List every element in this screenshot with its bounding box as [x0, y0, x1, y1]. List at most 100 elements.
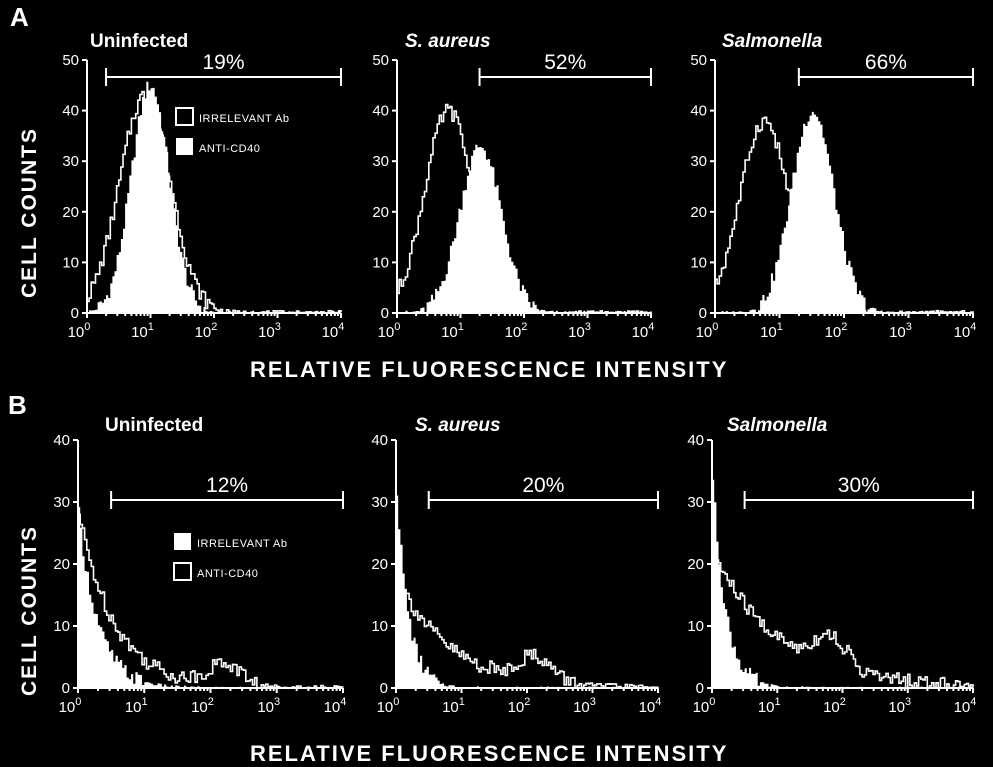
legend-a-irrelevant-label: IRRELEVANT Ab [199, 113, 289, 125]
x-tick-label: 104 [322, 321, 345, 341]
x-tick-label: 104 [324, 696, 347, 716]
x-tick-label: 103 [573, 696, 596, 716]
x-tick-label: 101 [758, 696, 781, 716]
y-tick-label: 20 [371, 556, 388, 573]
x-axis-label-a: RELATIVE FLUORESCENCE INTENSITY [250, 357, 728, 382]
plot-title: Salmonella [727, 415, 828, 436]
legend-a-anti-label: ANTI-CD40 [199, 143, 260, 155]
x-tick-label: 103 [568, 321, 591, 341]
x-tick-label: 103 [889, 321, 912, 341]
x-tick-label: 100 [59, 696, 82, 716]
y-tick-label: 10 [62, 254, 79, 271]
y-tick-label: 40 [53, 432, 70, 449]
legend-a-filled-swatch [176, 138, 193, 155]
y-tick-label: 30 [53, 494, 70, 511]
open-histogram-anti-cd40 [396, 575, 658, 688]
y-tick-label: 20 [62, 204, 79, 221]
histogram-b-salmonella: Salmonella 0 10 20 30 40 100 101 102 103 104 30% [687, 415, 976, 716]
y-tick-label: 50 [372, 52, 389, 69]
y-tick-label: 30 [62, 153, 79, 170]
gate-percent-label: 12% [206, 474, 248, 497]
y-tick-label: 10 [687, 618, 704, 635]
y-tick-label: 10 [690, 254, 707, 271]
x-tick-label: 102 [508, 696, 531, 716]
plot-title: Uninfected [105, 415, 203, 436]
x-tick-label: 101 [125, 696, 148, 716]
y-tick-label: 50 [62, 52, 79, 69]
y-tick-label: 30 [687, 494, 704, 511]
x-tick-label: 102 [191, 696, 214, 716]
plot-title: Uninfected [90, 31, 188, 52]
legend-a: IRRELEVANT Ab ANTI-CD40 [176, 108, 289, 155]
x-tick-label: 100 [377, 696, 400, 716]
y-tick-label: 40 [690, 103, 707, 120]
y-tick-label: 20 [372, 204, 389, 221]
x-tick-label: 103 [257, 696, 280, 716]
x-tick-label: 102 [825, 321, 848, 341]
y-tick-label: 50 [690, 52, 707, 69]
x-tick-label: 101 [131, 321, 154, 341]
filled-histogram-irrelevant-ab [78, 507, 343, 688]
x-tick-label: 100 [378, 321, 401, 341]
y-tick-label: 40 [687, 432, 704, 449]
legend-b-filled-swatch [174, 533, 191, 550]
open-histogram-anti-cd40 [712, 544, 973, 688]
y-tick-label: 30 [690, 153, 707, 170]
y-tick-label: 30 [372, 153, 389, 170]
filled-histogram-irrelevant-ab [396, 496, 658, 689]
y-tick-label: 0 [380, 680, 388, 697]
histogram-b-uninfected: Uninfected 0 10 20 30 40 100 101 102 103 104 12% [53, 415, 346, 716]
x-tick-label: 102 [195, 321, 218, 341]
y-tick-label: 40 [372, 103, 389, 120]
gate-percent-label: 52% [544, 51, 586, 74]
x-tick-label: 101 [441, 321, 464, 341]
y-tick-label: 10 [371, 618, 388, 635]
gate-percent-label: 19% [203, 51, 245, 74]
histogram-a-s-aureus: S. aureus 0 10 20 30 40 50 100 101 102 103 104 52% [372, 31, 654, 341]
y-tick-label: 20 [690, 204, 707, 221]
x-tick-label: 104 [954, 696, 977, 716]
legend-b-irrelevant-label: IRRELEVANT Ab [197, 538, 287, 550]
x-tick-label: 100 [68, 321, 91, 341]
gate-percent-label: 20% [522, 474, 564, 497]
histogram-a-salmonella: Salmonella 0 10 20 30 40 50 100 101 102 103 104 66% [690, 31, 976, 341]
x-tick-label: 102 [505, 321, 528, 341]
y-axis-label-b: CELL COUNTS [18, 525, 41, 696]
legend-b-open-swatch [174, 563, 191, 580]
plot-title: S. aureus [405, 31, 491, 52]
histogram-b-s-aureus: S. aureus 0 10 20 30 40 100 101 102 103 104 20% [371, 415, 661, 716]
plot-title: Salmonella [722, 31, 823, 52]
x-tick-label: 102 [823, 696, 846, 716]
legend-b: IRRELEVANT Ab ANTI-CD40 [174, 533, 287, 580]
y-tick-label: 10 [372, 254, 389, 271]
panel-b-label: B [8, 390, 27, 420]
gate-percent-label: 66% [865, 51, 907, 74]
x-tick-label: 100 [693, 696, 716, 716]
x-tick-label: 101 [442, 696, 465, 716]
y-tick-label: 0 [62, 680, 70, 697]
y-tick-label: 30 [371, 494, 388, 511]
gate-percent-label: 30% [838, 474, 880, 497]
y-tick-label: 40 [62, 103, 79, 120]
legend-a-open-swatch [176, 108, 193, 125]
plot-title: S. aureus [415, 415, 501, 436]
x-tick-label: 104 [639, 696, 662, 716]
y-tick-label: 40 [371, 432, 388, 449]
y-tick-label: 20 [53, 556, 70, 573]
x-tick-label: 101 [760, 321, 783, 341]
panel-a-label: A [10, 2, 29, 32]
y-tick-label: 0 [381, 305, 389, 322]
y-tick-label: 10 [53, 618, 70, 635]
x-tick-label: 104 [632, 321, 655, 341]
x-tick-label: 104 [954, 321, 977, 341]
y-axis-label-a: CELL COUNTS [18, 127, 41, 298]
y-tick-label: 0 [71, 305, 79, 322]
x-axis-label-b: RELATIVE FLUORESCENCE INTENSITY [250, 741, 728, 766]
filled-histogram-anti-cd40 [397, 145, 651, 313]
open-histogram-irrelevant-ab [397, 105, 651, 313]
y-tick-label: 0 [696, 680, 704, 697]
x-tick-label: 100 [696, 321, 719, 341]
y-tick-label: 0 [699, 305, 707, 322]
histogram-a-uninfected: Uninfected 0 10 20 30 40 50 100 101 102 103 104 19% [62, 31, 344, 341]
